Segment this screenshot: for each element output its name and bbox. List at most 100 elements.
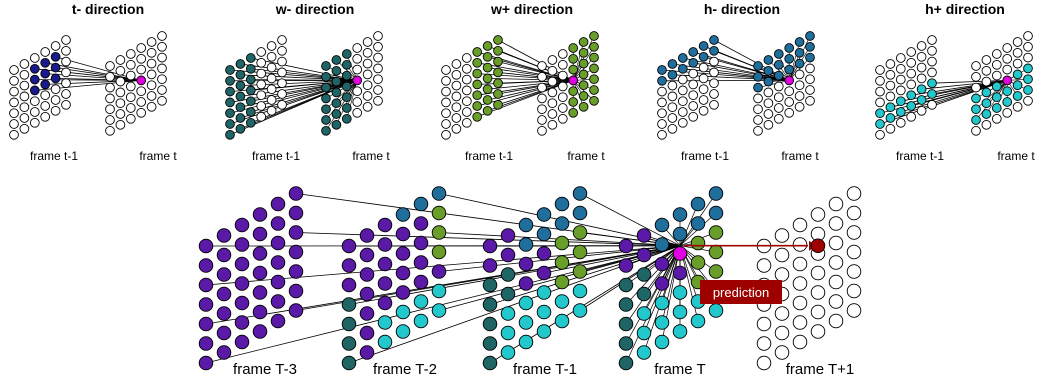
frame-T-2-node xyxy=(377,295,393,311)
frame-T-2-node xyxy=(377,315,393,330)
panel4-prev-node xyxy=(667,113,678,123)
panel5-cur-node xyxy=(1012,47,1023,58)
panel2-cur-node xyxy=(341,103,352,113)
frame-T-3-node xyxy=(234,237,250,252)
panel4-cur-node xyxy=(784,64,795,75)
connection-line xyxy=(768,59,790,81)
panel3-prev-node xyxy=(451,123,462,134)
connection-line xyxy=(693,62,790,81)
panel1-cur-node xyxy=(115,65,126,76)
frame-T-1-node xyxy=(554,313,570,329)
panel3-cur-node xyxy=(547,119,558,130)
panel4-cur-node xyxy=(763,119,774,130)
panel1-prev-node xyxy=(40,68,51,79)
frame-T+1-node xyxy=(810,265,826,281)
panel4-prev-node xyxy=(688,101,699,111)
panel3-cur-node xyxy=(537,61,547,71)
frame-T-3-node xyxy=(216,325,232,341)
frame-T-3-node xyxy=(270,313,286,329)
connection-line xyxy=(45,62,142,81)
panel2-cur-node xyxy=(352,107,363,118)
panel5-cur-node xyxy=(991,81,1002,92)
panel4-prev-node xyxy=(677,85,688,96)
panel4-prev-node xyxy=(667,123,678,134)
frame-T+1-node xyxy=(792,334,808,350)
connection-line xyxy=(682,57,790,81)
panel1-prev-node xyxy=(40,111,51,122)
panel2-prev-node xyxy=(235,123,246,134)
panel1-prev-node xyxy=(9,86,19,97)
panel4-cur-node xyxy=(784,43,795,53)
panel4-cur-node xyxy=(794,101,805,112)
panel5-cur-node xyxy=(1002,75,1013,86)
panel1-prev-node xyxy=(29,63,40,74)
panel1-cur-node xyxy=(157,63,167,74)
panel4-prev-node xyxy=(657,86,667,97)
panel4-prev-node xyxy=(709,45,719,56)
panel1-prev-node xyxy=(19,91,30,102)
panel5-prev-node xyxy=(895,107,906,117)
panel3-prev-node xyxy=(482,51,493,62)
panel2-cur-node xyxy=(321,115,331,125)
connection-line xyxy=(788,52,800,81)
panel5-cur-node xyxy=(1012,58,1023,69)
panel4-cur-node xyxy=(753,71,763,82)
panel1-prev-node xyxy=(9,75,19,86)
frame-T+1-node xyxy=(756,355,772,371)
panel-5-label-cur: frame t xyxy=(997,149,1035,163)
frame-T-1-node xyxy=(482,316,498,332)
panel4-prev-node xyxy=(677,53,688,63)
frame-T-3-node xyxy=(216,345,232,360)
panel4-prev-node xyxy=(667,91,678,102)
panel4-prev-node xyxy=(688,68,699,79)
panel5-prev-node xyxy=(885,113,896,123)
panel4-cur-node xyxy=(753,82,763,93)
panel-2-label-cur: frame t xyxy=(352,149,390,163)
panel4-prev-node xyxy=(688,57,699,68)
panel3-cur-node xyxy=(578,101,589,112)
frame-T-1-node xyxy=(482,258,498,273)
frame-T-node xyxy=(636,345,652,360)
frame-T-1-node xyxy=(518,217,534,233)
panel1-cur-node xyxy=(146,69,157,80)
frame-T-1-node xyxy=(518,237,534,252)
panel3-prev-node xyxy=(472,111,483,122)
panel5-prev-node xyxy=(927,99,937,110)
panel2-prev-node xyxy=(235,102,246,113)
frame-T-node xyxy=(672,285,688,300)
panel1-prev-node xyxy=(9,65,19,75)
panel2-prev-node xyxy=(277,67,287,78)
panel3-cur-node xyxy=(557,92,568,103)
panel5-cur-node xyxy=(991,113,1002,124)
panel4-cur-node xyxy=(805,31,815,41)
panel1-prev-node xyxy=(61,67,71,78)
panel4-cur-node xyxy=(805,52,815,63)
panel5-prev-node xyxy=(875,119,885,129)
frame-T-3-node xyxy=(288,186,304,201)
panel2-cur-node xyxy=(362,80,373,91)
panel4-prev-node xyxy=(677,74,688,85)
panel2-prev-node xyxy=(266,105,277,116)
panel1-prev-node xyxy=(40,57,51,68)
panel3-cur-node xyxy=(537,93,547,104)
frame-T-3-node xyxy=(234,295,250,311)
panel4-prev-node xyxy=(677,96,688,107)
frame-T-node xyxy=(690,235,706,251)
panel5-prev-node xyxy=(885,123,896,134)
panel4-prev-node xyxy=(709,78,719,89)
frame-T-1-node xyxy=(482,336,498,351)
panel5-prev-node xyxy=(895,53,906,63)
frame-T-3-node xyxy=(270,294,286,309)
panel1-cur-node xyxy=(136,86,147,97)
frame-T+1-node xyxy=(774,325,790,341)
frame-T+1-node xyxy=(774,228,790,243)
frame-T+1-node xyxy=(774,345,790,360)
panel1-cur-node xyxy=(136,97,147,107)
panel4-cur-node xyxy=(763,65,774,76)
frame-T-node xyxy=(708,205,724,221)
frame-T+1-node xyxy=(828,235,844,251)
panel5-cur-node xyxy=(991,59,1002,70)
prediction-node xyxy=(810,238,826,253)
frame-T-1-node xyxy=(536,207,552,222)
panel3-cur-node xyxy=(547,87,558,98)
